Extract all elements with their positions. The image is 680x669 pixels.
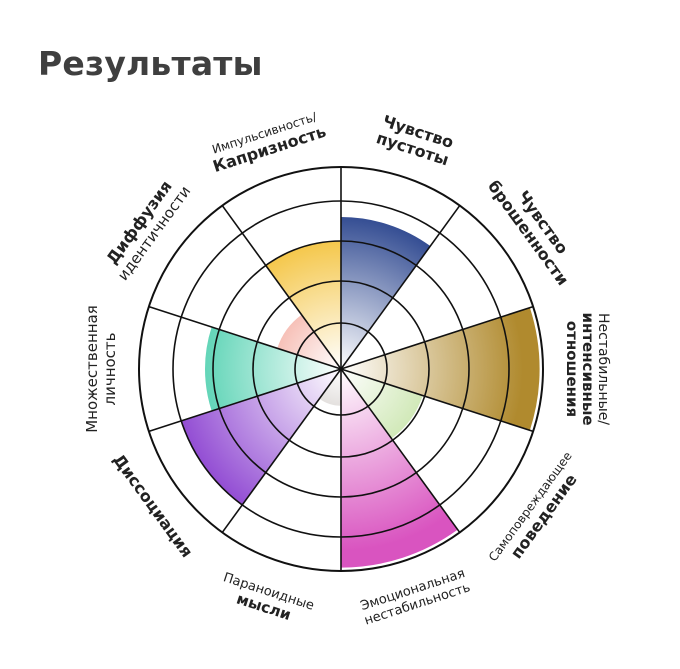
grid-spoke: [340, 368, 461, 533]
label-relationships-line: интенсивные: [579, 312, 597, 425]
label-multiple: Множественная личность: [83, 305, 119, 433]
grid-spoke: [340, 368, 534, 433]
sector-multiple: [205, 326, 341, 412]
sector-paranoid: [319, 369, 341, 406]
sector-impulsivity: [265, 241, 341, 369]
sector-dissociation: [181, 369, 341, 505]
sector-emotional: [341, 369, 458, 568]
grid-spoke: [340, 205, 461, 370]
grid-spoke: [221, 205, 342, 370]
sector-identity: [277, 314, 341, 369]
label-impulsivity: Импульсивность/Капризность: [210, 109, 328, 176]
sector-relationships: [341, 307, 540, 431]
sector-self_harm: [341, 369, 423, 439]
label-multiple-line: Множественная: [83, 305, 101, 433]
label-dissociation: Диссоциация: [109, 450, 196, 560]
grid-spoke: [148, 305, 342, 370]
grid-spoke: [148, 368, 342, 433]
grid-spoke: [221, 368, 342, 533]
label-relationships-line: отношения: [563, 321, 581, 417]
page-title: Результаты: [38, 44, 263, 83]
grid-spoke: [340, 305, 534, 370]
label-relationships-line: Нестабильные/: [595, 313, 611, 425]
chart-grid: [138, 166, 544, 572]
label-multiple-line: личность: [101, 332, 119, 405]
label-dissociation-line: Диссоциация: [109, 450, 196, 560]
